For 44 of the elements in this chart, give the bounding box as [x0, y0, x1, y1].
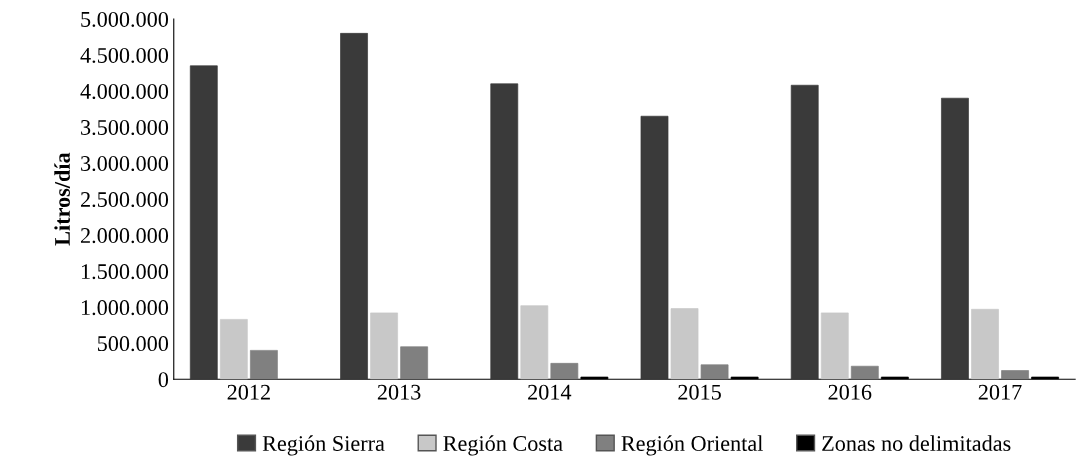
bar	[850, 365, 879, 380]
bar	[219, 319, 248, 380]
y-tick-label: 0	[158, 372, 169, 388]
bar	[941, 97, 969, 380]
y-tick-label: 1.000.000	[81, 300, 169, 316]
bar	[1031, 376, 1059, 380]
bar	[520, 305, 549, 380]
legend-label: Región Sierra	[262, 435, 385, 456]
y-tick-label: 2.000.000	[80, 228, 169, 244]
y-axis-title: Litros/día	[54, 152, 70, 246]
x-tick-label: 2012	[227, 384, 270, 400]
legend-label: Región Costa	[443, 435, 563, 456]
bar	[250, 350, 278, 380]
y-tick-label: 500.000	[97, 336, 169, 352]
x-tick-label: 2017	[978, 384, 1022, 400]
y-tick-label: 4.500.000	[80, 47, 169, 64]
legend-label: Región Oriental	[621, 435, 763, 456]
y-tick-label: 1.500.000	[81, 264, 169, 280]
bar	[370, 312, 398, 380]
bar	[1001, 370, 1029, 380]
bar	[340, 33, 368, 380]
bar	[700, 364, 729, 380]
y-tick-label: 4.000.000	[80, 83, 169, 100]
bar	[730, 376, 759, 380]
bar	[790, 84, 819, 380]
bar	[820, 312, 849, 380]
x-tick-label: 2015	[678, 384, 721, 400]
bar	[580, 376, 609, 380]
bar	[880, 376, 909, 380]
x-tick-label: 2014	[528, 384, 572, 400]
bar	[550, 363, 579, 380]
bar	[640, 115, 669, 380]
y-tick-label: 2.500.000	[80, 192, 169, 208]
bar	[400, 346, 428, 380]
bar	[490, 83, 519, 380]
bar	[670, 308, 699, 380]
x-tick-label: 2013	[377, 384, 421, 400]
y-tick-label: 3.000.000	[81, 155, 169, 172]
bar	[189, 65, 218, 380]
legend-label: Zonas no delimitadas	[822, 435, 1011, 451]
bar	[971, 308, 999, 380]
y-tick-label: 3.500.000	[81, 119, 169, 136]
y-tick-label: 5.000.000	[81, 11, 169, 27]
x-tick-label: 2016	[828, 384, 872, 400]
